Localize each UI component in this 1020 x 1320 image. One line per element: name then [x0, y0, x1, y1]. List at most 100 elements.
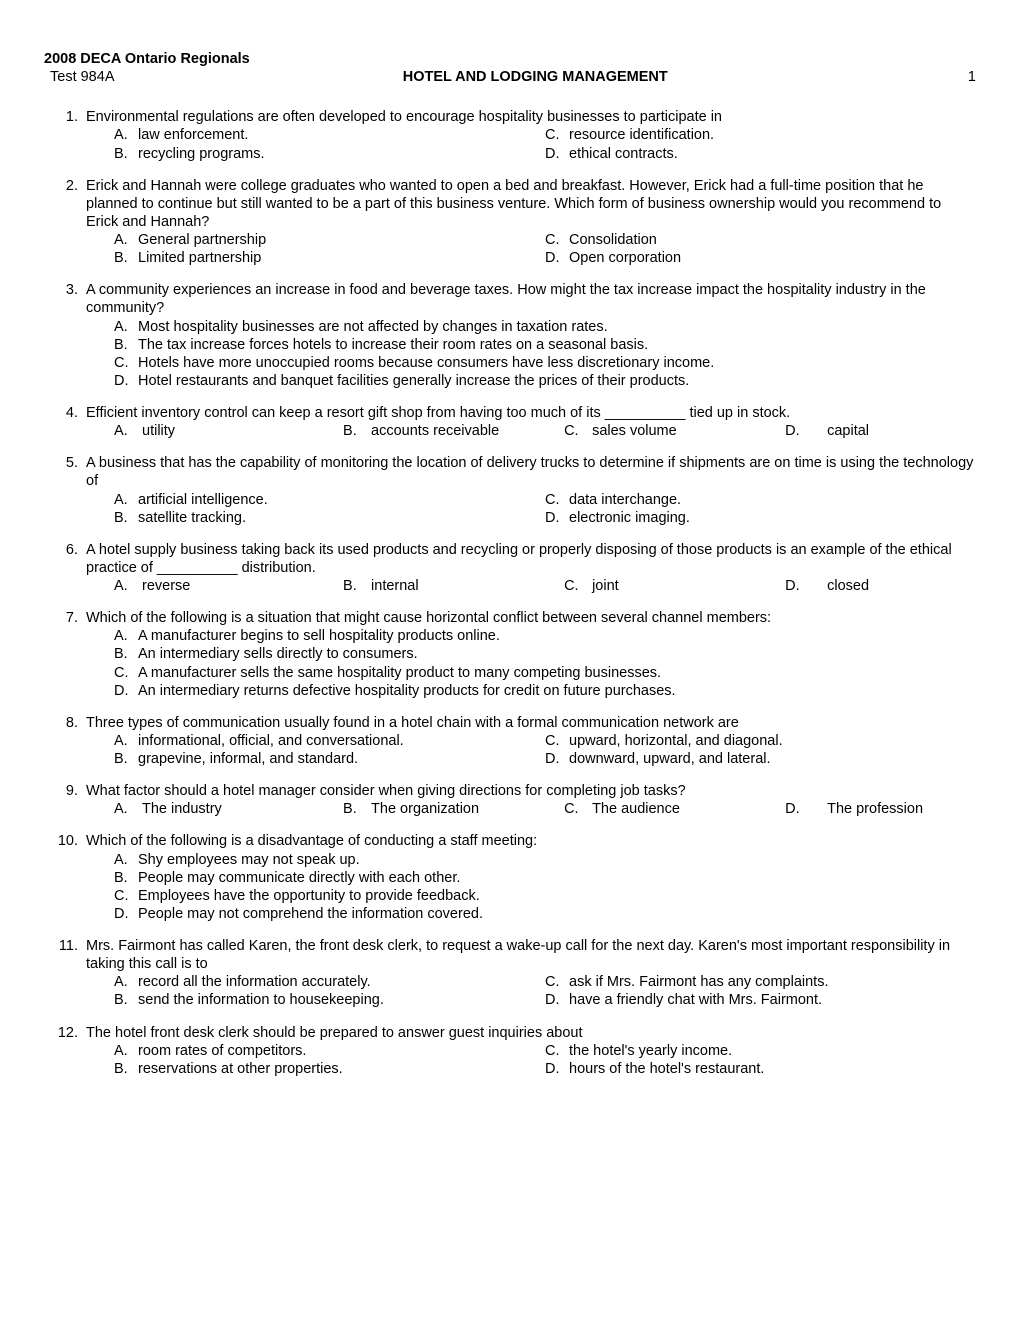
question-number: 6. [44, 541, 86, 595]
option-letter: D. [545, 145, 569, 163]
option-D: D.People may not comprehend the informat… [114, 905, 976, 923]
option-A: A.room rates of competitors. [114, 1042, 545, 1060]
option-A: A.Shy employees may not speak up. [114, 851, 976, 869]
option-text: room rates of competitors. [138, 1042, 306, 1060]
option-B: B.accounts receivable [335, 422, 556, 440]
option-letter: A. [114, 1042, 138, 1060]
option-B: B.The organization [335, 800, 556, 818]
question-number: 2. [44, 177, 86, 268]
option-letter: A. [114, 126, 138, 144]
option-C: C.joint [556, 577, 777, 595]
options-stack: A.Most hospitality businesses are not af… [86, 318, 976, 391]
option-letter: C. [556, 800, 588, 818]
question-body: Which of the following is a situation th… [86, 609, 976, 700]
option-letter: A. [114, 318, 138, 336]
option-letter: A. [114, 973, 138, 991]
option-text: send the information to housekeeping. [138, 991, 384, 1009]
option-C: C.Employees have the opportunity to prov… [114, 887, 976, 905]
option-letter: B. [335, 577, 367, 595]
option-text: Shy employees may not speak up. [138, 851, 360, 869]
option-text: electronic imaging. [569, 509, 690, 527]
option-text: grapevine, informal, and standard. [138, 750, 358, 768]
option-text: law enforcement. [138, 126, 248, 144]
question-body: A hotel supply business taking back its … [86, 541, 976, 595]
question: 10.Which of the following is a disadvant… [44, 832, 976, 923]
options-stack: A.A manufacturer begins to sell hospital… [86, 627, 976, 700]
option-letter: D. [545, 991, 569, 1009]
question-number: 11. [44, 937, 86, 1010]
option-letter: D. [545, 509, 569, 527]
option-letter: C. [114, 664, 138, 682]
option-text: downward, upward, and lateral. [569, 750, 771, 768]
option-letter: D. [777, 577, 809, 595]
options-col-left: A.room rates of competitors.B.reservatio… [114, 1042, 545, 1078]
option-text: resource identification. [569, 126, 714, 144]
option-letter: A. [114, 577, 138, 595]
question: 12.The hotel front desk clerk should be … [44, 1024, 976, 1078]
question-stem: Environmental regulations are often deve… [86, 108, 976, 126]
question-number: 5. [44, 454, 86, 527]
option-text: hours of the hotel's restaurant. [569, 1060, 764, 1078]
option-text: joint [588, 577, 619, 595]
options-col-left: A.law enforcement.B.recycling programs. [114, 126, 545, 162]
option-D: D.Open corporation [545, 249, 976, 267]
option-letter: C. [545, 231, 569, 249]
options-two-col: A.record all the information accurately.… [86, 973, 976, 1009]
option-letter: D. [114, 905, 138, 923]
question: 1.Environmental regulations are often de… [44, 108, 976, 162]
option-letter: A. [114, 732, 138, 750]
options-inline: A.The industryB.The organizationC.The au… [86, 800, 976, 818]
option-D: D.capital [777, 422, 976, 440]
option-letter: C. [556, 577, 588, 595]
option-letter: B. [114, 336, 138, 354]
option-letter: A. [114, 851, 138, 869]
option-text: Most hospitality businesses are not affe… [138, 318, 608, 336]
question-body: Efficient inventory control can keep a r… [86, 404, 976, 440]
options-col-right: C.data interchange.D.electronic imaging. [545, 491, 976, 527]
option-C: C.upward, horizontal, and diagonal. [545, 732, 976, 750]
option-letter: D. [114, 682, 138, 700]
option-text: ask if Mrs. Fairmont has any complaints. [569, 973, 828, 991]
options-col-right: C.ConsolidationD.Open corporation [545, 231, 976, 267]
question: 3.A community experiences an increase in… [44, 281, 976, 390]
option-D: D.closed [777, 577, 976, 595]
question-stem: A community experiences an increase in f… [86, 281, 976, 317]
option-B: B.Limited partnership [114, 249, 545, 267]
option-A: A.The industry [114, 800, 335, 818]
option-text: A manufacturer begins to sell hospitalit… [138, 627, 500, 645]
option-letter: C. [114, 887, 138, 905]
question-number: 8. [44, 714, 86, 768]
option-letter: A. [114, 231, 138, 249]
page-number: 1 [956, 68, 976, 86]
option-letter: B. [114, 869, 138, 887]
option-text: artificial intelligence. [138, 491, 268, 509]
page-title: HOTEL AND LODGING MANAGEMENT [115, 68, 957, 86]
question: 5.A business that has the capability of … [44, 454, 976, 527]
question-stem: Which of the following is a disadvantage… [86, 832, 976, 850]
option-letter: C. [545, 732, 569, 750]
option-text: A manufacturer sells the same hospitalit… [138, 664, 661, 682]
options-col-right: C.upward, horizontal, and diagonal.D.dow… [545, 732, 976, 768]
option-letter: D. [545, 249, 569, 267]
option-A: A.reverse [114, 577, 335, 595]
option-C: C.A manufacturer sells the same hospital… [114, 664, 976, 682]
question-body: A community experiences an increase in f… [86, 281, 976, 390]
option-text: Hotel restaurants and banquet facilities… [138, 372, 689, 390]
question-body: Erick and Hannah were college graduates … [86, 177, 976, 268]
option-D: D.ethical contracts. [545, 145, 976, 163]
option-letter: B. [114, 145, 138, 163]
option-C: C.Hotels have more unoccupied rooms beca… [114, 354, 976, 372]
option-text: Open corporation [569, 249, 681, 267]
option-D: D.electronic imaging. [545, 509, 976, 527]
question-body: Environmental regulations are often deve… [86, 108, 976, 162]
options-two-col: A.law enforcement.B.recycling programs.C… [86, 126, 976, 162]
option-text: Limited partnership [138, 249, 261, 267]
option-text: The audience [588, 800, 680, 818]
option-letter: D. [114, 372, 138, 390]
question-body: What factor should a hotel manager consi… [86, 782, 976, 818]
option-letter: B. [114, 645, 138, 663]
option-B: B.An intermediary sells directly to cons… [114, 645, 976, 663]
option-A: A.A manufacturer begins to sell hospital… [114, 627, 976, 645]
option-text: The industry [138, 800, 222, 818]
option-D: D.downward, upward, and lateral. [545, 750, 976, 768]
